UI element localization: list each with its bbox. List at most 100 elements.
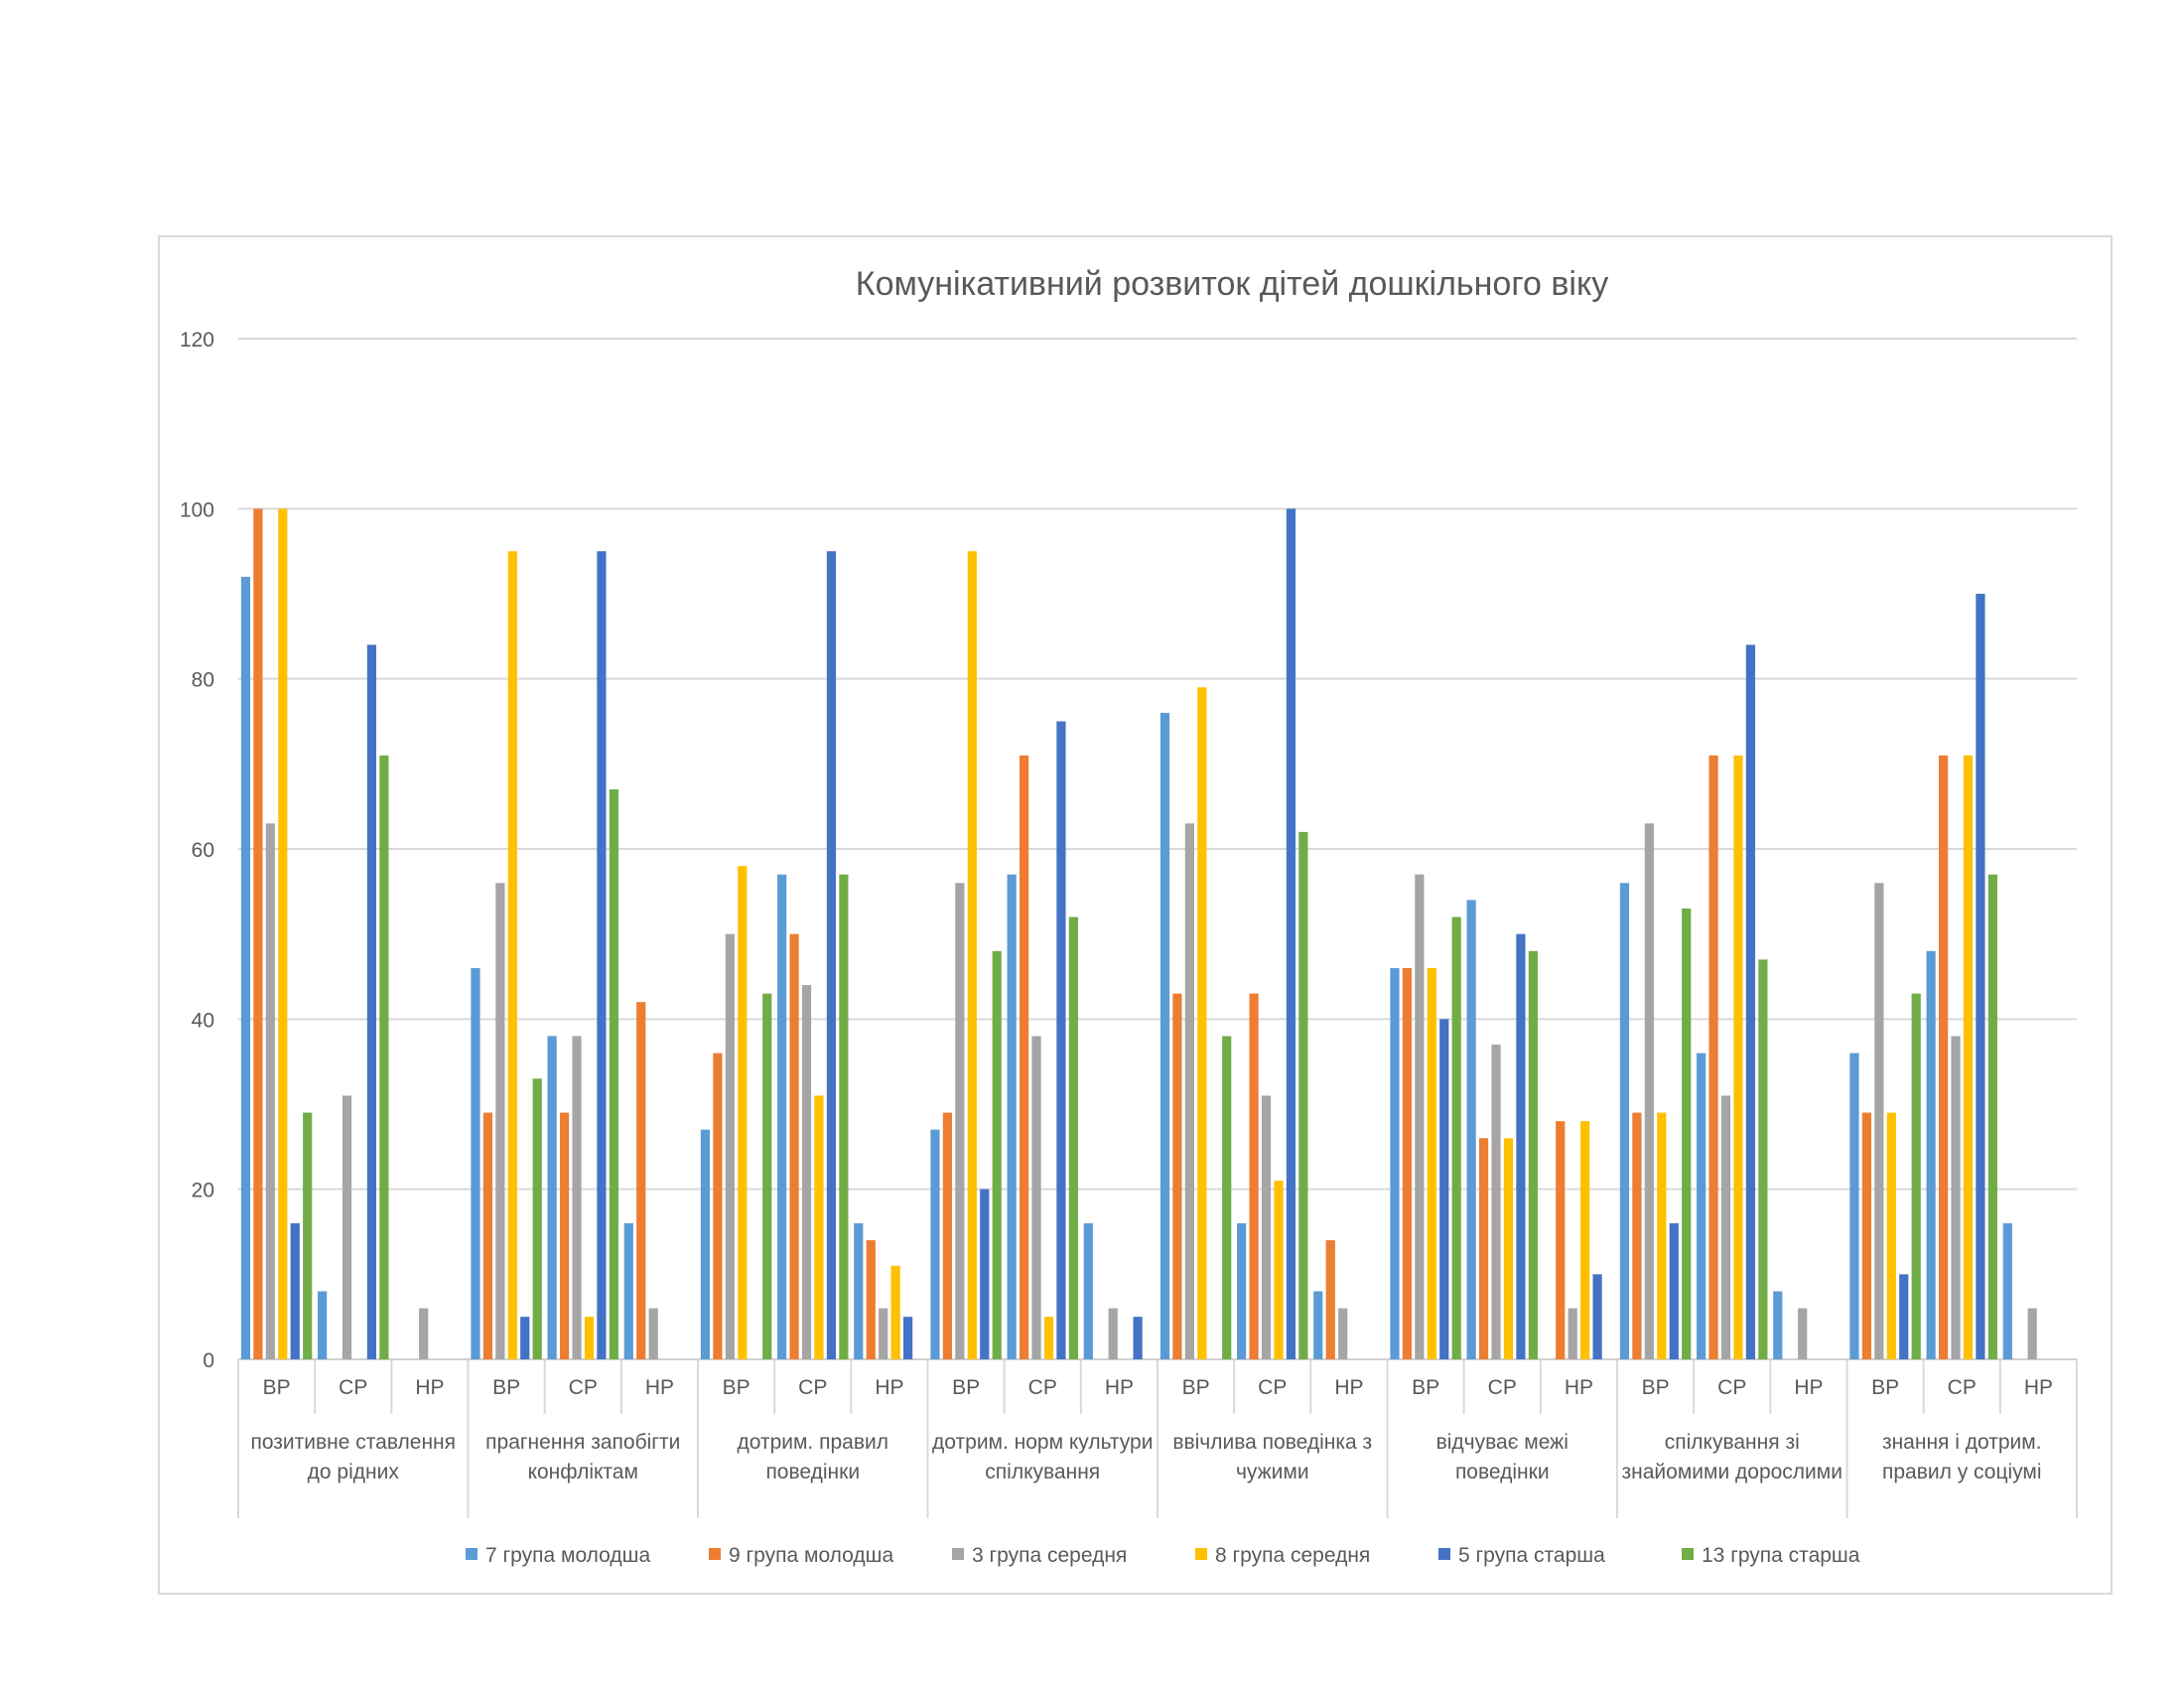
legend-label: 8 група середня [1215, 1544, 1370, 1567]
bar: 8 група середня: 29 [1657, 1112, 1667, 1359]
chart-svg: Комунікативний розвиток дітей дошкільног… [180, 265, 2078, 1567]
bar: 8 група середня: 26 [1503, 1138, 1514, 1359]
bar: 8 група середня: 58 [738, 866, 748, 1359]
x-level-label: ВР [1412, 1376, 1439, 1399]
bar: 3 група середня: 6 [1568, 1308, 1577, 1359]
x-level-label: НР [645, 1376, 674, 1399]
bar: 7 група молодша: 92 [240, 576, 251, 1359]
bar: 8 група середня: 29 [1886, 1112, 1896, 1359]
legend-swatch [709, 1548, 721, 1560]
bars: 7 група молодша: 929 група молодша: 100 3… [240, 508, 2037, 1359]
bar: 9 група молодша: 50 [789, 933, 799, 1359]
bar: 3 група середня: 6 [419, 1308, 429, 1359]
bar: 13 група старша: 29 [303, 1112, 313, 1359]
bar: 8 група середня: 95 [507, 551, 517, 1359]
x-level-label: СР [1258, 1376, 1287, 1399]
bar: 3 група середня: 63 [1184, 823, 1194, 1359]
bar: 8 група середня: 95 [967, 551, 977, 1359]
bar: 3 група середня: 31 [341, 1095, 352, 1359]
legend-swatch [952, 1548, 964, 1560]
bar: 9 група молодша: 71 [1938, 755, 1949, 1359]
bar: 13 група старша: 62 [1298, 831, 1308, 1359]
legend: 7 група молодша 9 група молодша 3 група се… [466, 1544, 1860, 1567]
bar: 13 група старша: 67 [609, 789, 618, 1359]
bar: 5 група старша: 10 [1899, 1274, 1909, 1359]
bar: 7 група молодша: 46 [1390, 967, 1400, 1359]
x-level-label: ВР [1182, 1376, 1210, 1399]
x-group-label: прагнення запобігти конфліктам [485, 1431, 680, 1483]
bar: 5 група старша: 5 [902, 1317, 913, 1359]
bar: 3 група середня: 44 [801, 985, 812, 1359]
bar: 9 група молодша: 29 [1861, 1112, 1872, 1359]
bar: 3 група середня: 38 [1951, 1036, 1961, 1359]
bar: 5 група старша: 75 [1056, 721, 1066, 1359]
bar: 8 група середня: 46 [1427, 967, 1436, 1359]
y-tick-label: 40 [192, 1009, 214, 1032]
bar: 13 група старша: 52 [1068, 916, 1078, 1359]
bar: 7 група молодша: 38 [547, 1036, 557, 1359]
bar: 5 група старша: 20 [980, 1189, 990, 1359]
bar: 9 група молодша: 29 [1632, 1112, 1642, 1359]
x-level-label: НР [1105, 1376, 1134, 1399]
bar: 7 група молодша: 8 [1773, 1291, 1783, 1359]
bar: 13 група старша: 57 [839, 874, 849, 1359]
y-tick-label: 20 [192, 1180, 214, 1202]
bar: 8 група середня: 71 [1963, 755, 1974, 1359]
bar: 7 група молодша: 27 [930, 1129, 940, 1359]
bar: 9 група молодша: 29 [482, 1112, 493, 1359]
bar: 5 група старша: 95 [597, 551, 607, 1359]
bar: 7 група молодша: 48 [1926, 950, 1936, 1359]
bar: 5 група старша: 10 [1592, 1274, 1602, 1359]
bar: 9 група молодша: 29 [559, 1112, 570, 1359]
bar: 7 група молодша: 57 [777, 874, 787, 1359]
y-tick-label: 60 [192, 839, 214, 862]
bar: 5 група старша: 16 [290, 1222, 300, 1359]
bar: 7 група молодша: 8 [318, 1291, 328, 1359]
bar: 5 група старша: 5 [520, 1317, 530, 1359]
bar: 13 група старша: 33 [532, 1078, 542, 1359]
legend-label: 13 група старша [1702, 1544, 1860, 1567]
legend-label: 3 група середня [972, 1544, 1127, 1567]
bar: 5 група старша: 16 [1669, 1222, 1679, 1359]
bar: 7 група молодша: 54 [1466, 900, 1476, 1359]
legend-swatch [466, 1548, 478, 1560]
bar: 3 група середня: 31 [1261, 1095, 1272, 1359]
bar: 9 група молодша: 100 [253, 508, 263, 1359]
x-group-label: знання і дотрим. правил у соціумі [1882, 1431, 2042, 1483]
x-level-label: ВР [1642, 1376, 1670, 1399]
x-axis: ВР СР НР ВР СР НР ВР СР НР ВР СР НР ВР СР НР ВР СР НР ВР СР… [237, 1359, 2078, 1518]
bar: 9 група молодша: 42 [636, 1002, 646, 1359]
bar: 8 група середня: 79 [1197, 687, 1207, 1359]
bar: 7 група молодша: 16 [1237, 1222, 1247, 1359]
bar: 8 група середня: 71 [1733, 755, 1743, 1359]
x-level-label: ВР [723, 1376, 751, 1399]
bar: 3 група середня: 57 [1415, 874, 1425, 1359]
bar: 13 група старша: 52 [1451, 916, 1461, 1359]
bar: 8 група середня: 11 [890, 1265, 900, 1359]
x-level-label: НР [415, 1376, 444, 1399]
legend-swatch [1682, 1548, 1694, 1560]
y-tick-label: 80 [192, 669, 214, 692]
x-level-label: ВР [1871, 1376, 1899, 1399]
bar: 8 група середня: 5 [1043, 1317, 1054, 1359]
x-level-label: НР [1794, 1376, 1823, 1399]
chart-frame: Комунікативний розвиток дітей дошкільног… [158, 235, 2113, 1595]
x-group-label: відчуває межі поведінки [1436, 1431, 1569, 1483]
bar: 8 група середня: 5 [584, 1317, 595, 1359]
chart-title: Комунікативний розвиток дітей дошкільног… [856, 265, 1608, 303]
bar: 5 група старша: 90 [1976, 594, 1985, 1359]
x-level-label: СР [1488, 1376, 1517, 1399]
bar: 8 група середня: 100 [278, 508, 288, 1359]
bar: 5 група старша: 40 [1439, 1019, 1449, 1359]
bar: 13 група старша: 48 [1528, 950, 1538, 1359]
legend-swatch [1195, 1548, 1207, 1560]
x-level-label: НР [875, 1376, 903, 1399]
bar: 9 група молодша: 43 [1172, 993, 1182, 1359]
bar: 9 група молодша: 14 [866, 1240, 876, 1359]
x-group-label: дотрим. правил поведінки [738, 1431, 888, 1483]
legend-label: 9 група молодша [729, 1544, 893, 1567]
bar: 13 група старша: 43 [762, 993, 772, 1359]
bar: 9 група молодша: 14 [1325, 1240, 1335, 1359]
bar: 3 група середня: 63 [1644, 823, 1654, 1359]
bar: 5 група старша: 84 [366, 644, 377, 1359]
